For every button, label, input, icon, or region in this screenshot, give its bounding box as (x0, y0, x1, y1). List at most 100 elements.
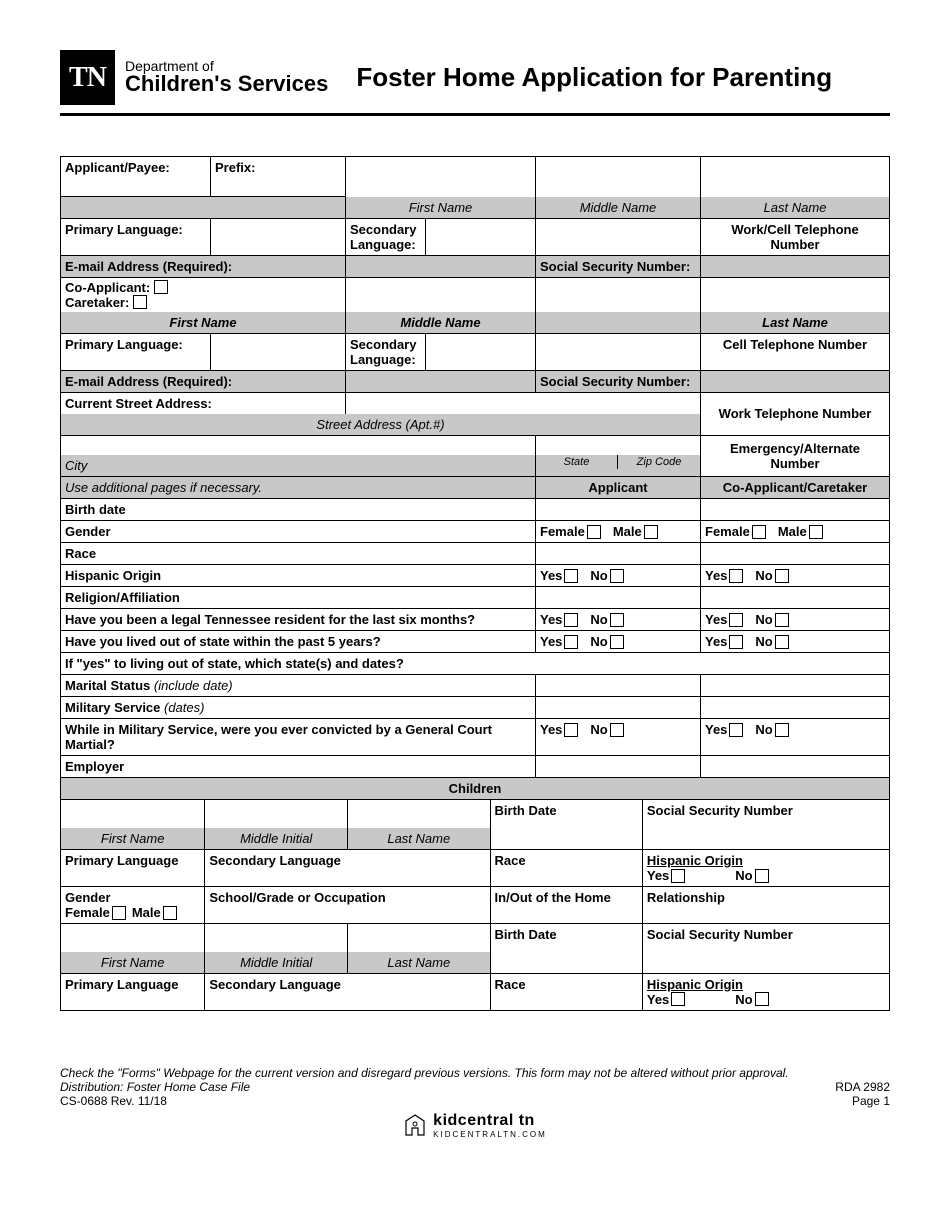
checkbox-hispanic-applicant-yes[interactable] (564, 569, 578, 583)
label-no: No (755, 612, 772, 627)
col-header-co-applicant: Co-Applicant/Caretaker (701, 477, 890, 499)
input-co-secondary-language[interactable] (426, 334, 535, 370)
input-employer-co[interactable] (701, 756, 890, 778)
input-co-first-name[interactable] (346, 277, 536, 312)
input-middle-name[interactable] (536, 157, 701, 197)
input-email[interactable] (346, 255, 536, 277)
cb-cm-co-no[interactable] (775, 723, 789, 737)
cb-child1-male[interactable] (163, 906, 177, 920)
cb-oos-co-no[interactable] (775, 635, 789, 649)
label-court-martial: While in Military Service, were you ever… (61, 719, 535, 755)
input-birthdate-applicant[interactable] (536, 499, 701, 521)
cb-cm-co-yes[interactable] (729, 723, 743, 737)
cb-child1-hisp-yes[interactable] (671, 869, 685, 883)
cb-child1-female[interactable] (112, 906, 126, 920)
label-co-ssn: Social Security Number: (536, 370, 701, 392)
input-marital-co[interactable] (701, 675, 890, 697)
input-primary-language[interactable] (211, 218, 346, 255)
child1-gender: Gender Female Male (61, 887, 205, 924)
cb-child2-hisp-yes[interactable] (671, 992, 685, 1006)
checkbox-hispanic-co-yes[interactable] (729, 569, 743, 583)
label-child1-gender: Gender (65, 890, 200, 905)
label-birthdate: Birth date (61, 499, 536, 521)
label-marital-status: Marital Status (65, 678, 150, 693)
gender-applicant: Female Male (536, 521, 701, 543)
input-religion-co[interactable] (701, 587, 890, 609)
input-child2-last[interactable] (348, 924, 491, 952)
input-military-applicant[interactable] (536, 697, 701, 719)
gender-co: Female Male (701, 521, 890, 543)
label-primary-language: Primary Language: (61, 218, 211, 255)
input-last-name[interactable] (701, 157, 890, 197)
input-secondary-language[interactable] (426, 219, 535, 255)
input-religion-applicant[interactable] (536, 587, 701, 609)
department-name: Department of Children's Services (125, 58, 328, 97)
cb-tn-app-no[interactable] (610, 613, 624, 627)
sublabel-state: State (536, 455, 618, 469)
label-gender: Gender (61, 521, 536, 543)
input-city[interactable] (61, 435, 536, 455)
input-co-last-name[interactable] (701, 277, 890, 312)
checkbox-caretaker[interactable] (133, 295, 147, 309)
sublabel-child2-last: Last Name (348, 952, 491, 974)
sublabel-zip: Zip Code (618, 455, 700, 469)
input-marital-applicant[interactable] (536, 675, 701, 697)
label-child2-race: Race (490, 973, 642, 1010)
label-child2-secondary-lang: Secondary Language (205, 973, 490, 1010)
kidcentral-icon (403, 1113, 427, 1137)
label-child1-primary-lang: Primary Language (61, 850, 204, 871)
input-co-middle-name[interactable] (536, 277, 701, 312)
input-co-primary-language[interactable] (211, 333, 346, 370)
kidcentral-text: kidcentral tn KIDCENTRALTN.COM (433, 1112, 547, 1139)
label-no: No (590, 612, 607, 627)
input-military-co[interactable] (701, 697, 890, 719)
cb-cm-app-yes[interactable] (564, 723, 578, 737)
label-which-states: If "yes" to living out of state, which s… (61, 653, 890, 675)
cb-oos-app-no[interactable] (610, 635, 624, 649)
label-yes: Yes (540, 612, 562, 627)
sublabels-state-zip: State Zip Code (536, 455, 701, 477)
cb-child1-hisp-no[interactable] (755, 869, 769, 883)
cb-tn-co-yes[interactable] (729, 613, 743, 627)
label-co-applicant: Co-Applicant: (65, 280, 150, 295)
cb-oos-co-yes[interactable] (729, 635, 743, 649)
kidcentral-sub: KIDCENTRALTN.COM (433, 1130, 547, 1139)
input-race-applicant[interactable] (536, 543, 701, 565)
input-child1-last[interactable] (348, 800, 491, 828)
label-yes: Yes (705, 612, 727, 627)
input-child1-mi[interactable] (205, 800, 348, 828)
cb-oos-app-yes[interactable] (564, 635, 578, 649)
cell-secondary-language: Secondary Language: (346, 218, 536, 255)
sublabel-child1-mi: Middle Initial (205, 828, 348, 850)
row-out-of-state: Have you lived out of state within the p… (61, 631, 701, 653)
cb-cm-app-no[interactable] (610, 723, 624, 737)
input-ssn[interactable] (701, 255, 890, 277)
label-male: Male (132, 905, 161, 920)
input-employer-applicant[interactable] (536, 756, 701, 778)
checkbox-hispanic-applicant-no[interactable] (610, 569, 624, 583)
checkbox-co-male[interactable] (809, 525, 823, 539)
cb-child2-hisp-no[interactable] (755, 992, 769, 1006)
input-co-ssn[interactable] (701, 370, 890, 392)
input-child2-mi[interactable] (205, 924, 348, 952)
checkbox-co-applicant[interactable] (154, 280, 168, 294)
label-ssn: Social Security Number: (536, 255, 701, 277)
checkbox-applicant-female[interactable] (587, 525, 601, 539)
checkbox-applicant-male[interactable] (644, 525, 658, 539)
cb-tn-co-no[interactable] (775, 613, 789, 627)
input-co-email[interactable] (346, 370, 536, 392)
checkbox-hispanic-co-no[interactable] (775, 569, 789, 583)
input-first-name[interactable] (346, 157, 536, 197)
label-yes: Yes (540, 722, 562, 737)
spacer (61, 197, 346, 219)
label-child1-inout: In/Out of the Home (490, 887, 642, 924)
label-child1-secondary-lang: Secondary Language (205, 850, 489, 871)
input-child1-first[interactable] (61, 800, 205, 828)
input-birthdate-co[interactable] (701, 499, 890, 521)
input-street-address[interactable] (346, 392, 701, 414)
label-male: Male (778, 524, 807, 539)
input-child2-first[interactable] (61, 924, 205, 952)
input-race-co[interactable] (701, 543, 890, 565)
cb-tn-app-yes[interactable] (564, 613, 578, 627)
checkbox-co-female[interactable] (752, 525, 766, 539)
